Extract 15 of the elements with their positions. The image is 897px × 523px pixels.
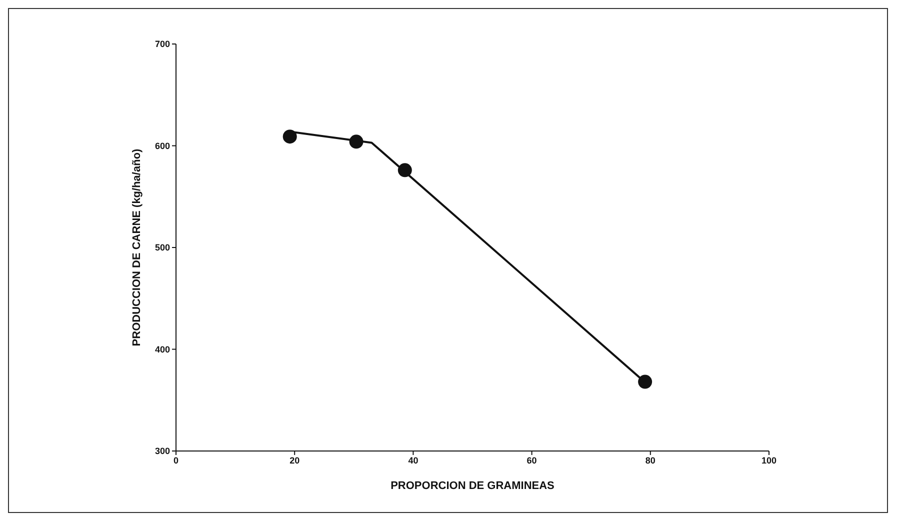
x-tick-label: 80 (645, 455, 656, 466)
y-tick-label: 500 (154, 242, 170, 253)
y-tick-label: 700 (154, 39, 170, 50)
y-tick-label: 300 (154, 446, 170, 456)
x-tick-label: 40 (408, 455, 418, 466)
y-axis-title: PRODUCCION DE CARNE (kg/ha/año) (130, 148, 143, 346)
x-tick-label: 0 (173, 455, 179, 466)
y-tick-label: 600 (154, 140, 170, 151)
y-tick-label: 400 (154, 344, 170, 354)
x-axis-title: PROPORCION DE GRAMINEAS (390, 480, 554, 492)
point (638, 374, 652, 389)
x-tick-label: 20 (290, 455, 300, 466)
x-tick-label: 100 (761, 455, 777, 466)
x-tick-label: 60 (526, 455, 537, 466)
point (282, 130, 297, 144)
